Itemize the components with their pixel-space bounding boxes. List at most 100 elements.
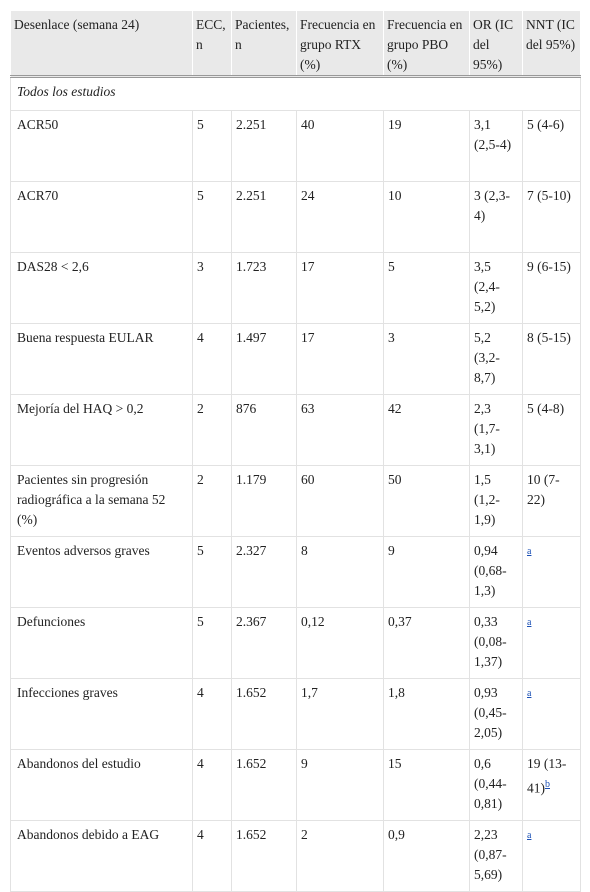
outcome-cell: Mejoría del HAQ > 0,2	[10, 394, 193, 466]
footnote-link[interactable]: a	[527, 830, 532, 841]
column-header: Pacientes, n	[231, 10, 297, 78]
data-cell: 5	[192, 607, 232, 679]
data-cell: 1.652	[231, 820, 297, 892]
data-cell: 1.723	[231, 252, 297, 324]
footnote-ref: a	[527, 616, 531, 628]
data-cell: 2,23 (0,87-5,69)	[469, 820, 523, 892]
footnote-ref: a	[527, 829, 531, 841]
data-cell: 1,8	[383, 678, 470, 750]
data-cell: 0,94 (0,68-1,3)	[469, 536, 523, 608]
column-header: Frecuencia en grupo RTX (%)	[296, 10, 384, 78]
data-cell: 5	[192, 536, 232, 608]
data-cell: 3 (2,3-4)	[469, 181, 523, 253]
data-cell: 2	[296, 820, 384, 892]
data-cell: 5	[192, 110, 232, 182]
outcome-cell: DAS28 < 2,6	[10, 252, 193, 324]
outcome-cell: Pacientes sin progresión radiográfica a …	[10, 465, 193, 537]
data-cell: 40	[296, 110, 384, 182]
outcome-cell: Abandonos debido a EAG	[10, 820, 193, 892]
data-cell: 19	[383, 110, 470, 182]
data-cell: 4	[192, 678, 232, 750]
footnote-link[interactable]: a	[527, 546, 532, 557]
table-row: Abandonos del estudio 4 1.652 9 15 0,6 (0,44-…	[10, 749, 581, 821]
data-cell: 2.327	[231, 536, 297, 608]
outcome-cell: Infecciones graves	[10, 678, 193, 750]
footnote-ref: b	[545, 778, 550, 790]
data-cell: 17	[296, 252, 384, 324]
data-cell: 8	[296, 536, 384, 608]
data-cell: 1.497	[231, 323, 297, 395]
data-cell: 0,12	[296, 607, 384, 679]
data-cell: 3,5 (2,4-5,2)	[469, 252, 523, 324]
data-cell: 0,93 (0,45-2,05)	[469, 678, 523, 750]
data-cell: 5	[192, 181, 232, 253]
data-cell: 9	[383, 536, 470, 608]
section-label: Todos los estudios	[10, 76, 581, 111]
data-cell: 2	[192, 465, 232, 537]
table-row: Defunciones 5 2.367 0,12 0,37 0,33 (0,08-1,37…	[10, 607, 581, 679]
data-cell: 876	[231, 394, 297, 466]
data-cell: 9 (6-15)	[522, 252, 581, 324]
outcome-cell: Defunciones	[10, 607, 193, 679]
data-cell: 4	[192, 323, 232, 395]
data-cell: 8 (5-15)	[522, 323, 581, 395]
data-cell: 2.251	[231, 110, 297, 182]
data-cell: 3	[383, 323, 470, 395]
table-row: Buena respuesta EULAR 4 1.497 17 3 5,2 (3,2-8…	[10, 323, 581, 395]
data-cell: 3,1 (2,5-4)	[469, 110, 523, 182]
data-cell: 0,6 (0,44-0,81)	[469, 749, 523, 821]
data-cell: 10 (7-22)	[522, 465, 581, 537]
data-cell: 1.652	[231, 749, 297, 821]
data-cell: 17	[296, 323, 384, 395]
outcome-cell: ACR50	[10, 110, 193, 182]
data-cell: 0,37	[383, 607, 470, 679]
data-cell: 1.179	[231, 465, 297, 537]
table-row: DAS28 < 2,6 3 1.723 17 5 3,5 (2,4-5,2) 9 (6-15…	[10, 252, 581, 324]
outcome-cell: Buena respuesta EULAR	[10, 323, 193, 395]
data-cell: 5,2 (3,2-8,7)	[469, 323, 523, 395]
column-header: NNT (IC del 95%)	[522, 10, 581, 78]
data-cell: 1,5 (1,2-1,9)	[469, 465, 523, 537]
data-cell: 10	[383, 181, 470, 253]
data-cell: a	[522, 607, 581, 679]
data-cell: 19 (13-41)b	[522, 749, 581, 821]
data-cell: 3	[192, 252, 232, 324]
data-cell: 24	[296, 181, 384, 253]
data-cell: 50	[383, 465, 470, 537]
data-cell: 1,7	[296, 678, 384, 750]
footnote-link[interactable]: a	[527, 688, 532, 699]
table-row: Pacientes sin progresión radiográfica a …	[10, 465, 581, 537]
data-cell: 42	[383, 394, 470, 466]
data-cell: 2	[192, 394, 232, 466]
column-header: Frecuencia en grupo PBO (%)	[383, 10, 470, 78]
table-row: Eventos adversos graves 5 2.327 8 9 0,94 (0,6…	[10, 536, 581, 608]
table-body: Todos los estudios ACR50 5 2.251 40 19 3,1 (2…	[10, 76, 581, 892]
data-cell: a	[522, 820, 581, 892]
data-cell: 4	[192, 749, 232, 821]
data-cell: 4	[192, 820, 232, 892]
data-cell: 0,33 (0,08-1,37)	[469, 607, 523, 679]
data-cell: 15	[383, 749, 470, 821]
outcome-cell: ACR70	[10, 181, 193, 253]
data-cell: 2.251	[231, 181, 297, 253]
outcome-cell: Eventos adversos graves	[10, 536, 193, 608]
footnote-link[interactable]: a	[527, 617, 532, 628]
table-row: Mejoría del HAQ > 0,2 2 876 63 42 2,3 (1,7-3,…	[10, 394, 581, 466]
column-header: Desenlace (semana 24)	[10, 10, 193, 78]
data-cell: 7 (5-10)	[522, 181, 581, 253]
data-cell: 9	[296, 749, 384, 821]
data-cell: 1.652	[231, 678, 297, 750]
column-header: OR (IC del 95%)	[469, 10, 523, 78]
data-cell: 5 (4-6)	[522, 110, 581, 182]
data-cell: 63	[296, 394, 384, 466]
data-cell: 60	[296, 465, 384, 537]
table-row: Infecciones graves 4 1.652 1,7 1,8 0,93 (0,45…	[10, 678, 581, 750]
data-cell: 5	[383, 252, 470, 324]
footnote-link[interactable]: b	[545, 779, 550, 790]
footnote-ref: a	[527, 545, 531, 557]
cell-text: 19 (13-41)	[527, 756, 567, 796]
data-cell: 2,3 (1,7-3,1)	[469, 394, 523, 466]
section-row: Todos los estudios	[10, 76, 581, 111]
